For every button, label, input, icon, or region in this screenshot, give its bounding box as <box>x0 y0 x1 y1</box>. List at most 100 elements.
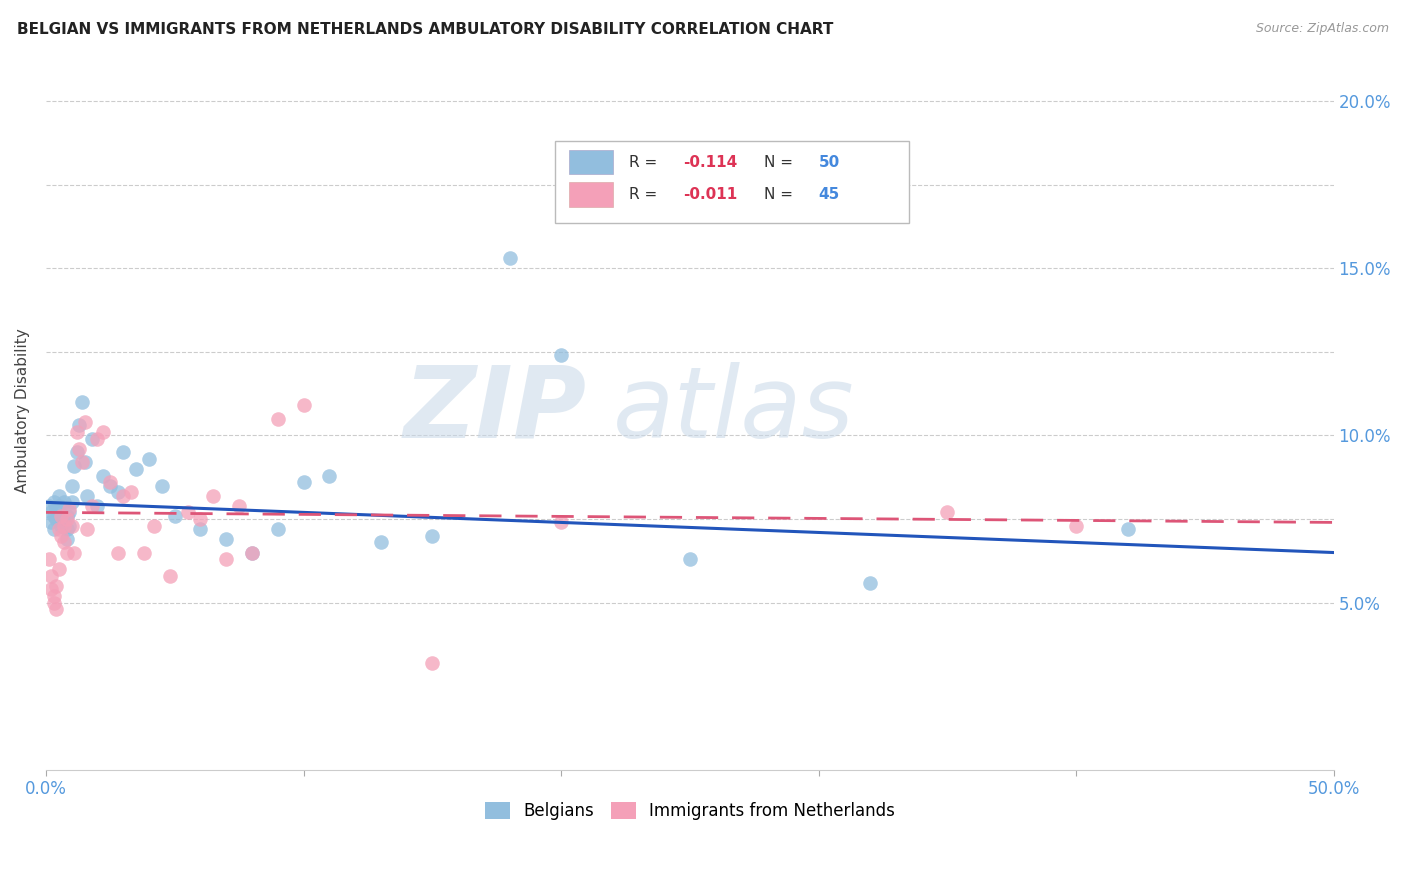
Point <box>98 478 121 492</box>
Text: BELGIAN VS IMMIGRANTS FROM NETHERLANDS AMBULATORY DISABILITY CORRELATION CHART: BELGIAN VS IMMIGRANTS FROM NETHERLANDS A… <box>17 22 834 37</box>
Point <box>267 522 290 536</box>
Text: ZIP: ZIP <box>404 362 586 458</box>
Text: N =: N = <box>765 187 799 202</box>
Point <box>292 398 315 412</box>
Text: atlas: atlas <box>613 362 855 458</box>
Point <box>38 552 60 566</box>
Text: -0.011: -0.011 <box>683 187 738 202</box>
Point <box>176 505 198 519</box>
Point <box>51 508 73 523</box>
Point <box>125 462 148 476</box>
FancyBboxPatch shape <box>569 182 613 207</box>
Point <box>45 502 67 516</box>
Point <box>51 518 73 533</box>
Point <box>159 569 181 583</box>
Point <box>91 468 114 483</box>
Point <box>53 535 76 549</box>
Point <box>63 458 86 473</box>
Point <box>69 442 91 456</box>
Point <box>550 348 572 362</box>
Point <box>98 475 121 490</box>
Point <box>39 505 62 519</box>
Point <box>76 522 98 536</box>
Point <box>45 512 67 526</box>
Point <box>1064 518 1087 533</box>
FancyBboxPatch shape <box>554 141 908 223</box>
Point <box>58 502 80 516</box>
Point <box>42 495 65 509</box>
Point <box>107 545 129 559</box>
Point <box>39 582 62 597</box>
Point <box>53 516 76 530</box>
Point <box>86 432 108 446</box>
Point <box>45 602 67 616</box>
Point <box>138 451 160 466</box>
Y-axis label: Ambulatory Disability: Ambulatory Disability <box>15 328 30 492</box>
Point <box>45 579 67 593</box>
Point <box>91 425 114 439</box>
Point <box>39 569 62 583</box>
Text: Source: ZipAtlas.com: Source: ZipAtlas.com <box>1256 22 1389 36</box>
Point <box>498 251 520 265</box>
Point <box>55 522 77 536</box>
Point <box>112 445 135 459</box>
Point <box>48 489 70 503</box>
Point <box>39 516 62 530</box>
Text: 45: 45 <box>818 187 839 202</box>
Point <box>55 512 77 526</box>
Point <box>55 545 77 559</box>
Text: 50: 50 <box>818 154 839 169</box>
Point <box>292 475 315 490</box>
Point <box>120 485 142 500</box>
Point <box>150 478 173 492</box>
Point <box>69 418 91 433</box>
Point <box>48 562 70 576</box>
Point <box>76 489 98 503</box>
Point <box>48 499 70 513</box>
Point <box>70 455 93 469</box>
Point <box>51 529 73 543</box>
Point <box>859 575 882 590</box>
Point <box>73 415 96 429</box>
Point <box>58 518 80 533</box>
Point <box>82 432 104 446</box>
Point <box>228 499 250 513</box>
Point <box>679 552 702 566</box>
Point <box>48 522 70 536</box>
FancyBboxPatch shape <box>569 150 613 175</box>
Point <box>66 445 89 459</box>
Point <box>42 596 65 610</box>
Point <box>215 532 238 546</box>
Point <box>240 545 263 559</box>
Point <box>550 516 572 530</box>
Point <box>370 535 392 549</box>
Text: R =: R = <box>630 154 662 169</box>
Point <box>51 508 73 523</box>
Point <box>420 656 443 670</box>
Point <box>55 532 77 546</box>
Point <box>66 425 89 439</box>
Point <box>1116 522 1139 536</box>
Point <box>42 522 65 536</box>
Point <box>190 522 212 536</box>
Point <box>202 489 225 503</box>
Point <box>58 505 80 519</box>
Point <box>60 518 83 533</box>
Point <box>112 489 135 503</box>
Point <box>163 508 186 523</box>
Text: -0.114: -0.114 <box>683 154 738 169</box>
Point <box>82 499 104 513</box>
Point <box>936 505 959 519</box>
Point <box>63 545 86 559</box>
Legend: Belgians, Immigrants from Netherlands: Belgians, Immigrants from Netherlands <box>478 795 901 826</box>
Point <box>70 395 93 409</box>
Point <box>42 508 65 523</box>
Point <box>190 512 212 526</box>
Point <box>53 518 76 533</box>
Point <box>132 545 155 559</box>
Point <box>55 508 77 523</box>
Point <box>42 589 65 603</box>
Point <box>60 495 83 509</box>
Point <box>38 499 60 513</box>
Point <box>107 485 129 500</box>
